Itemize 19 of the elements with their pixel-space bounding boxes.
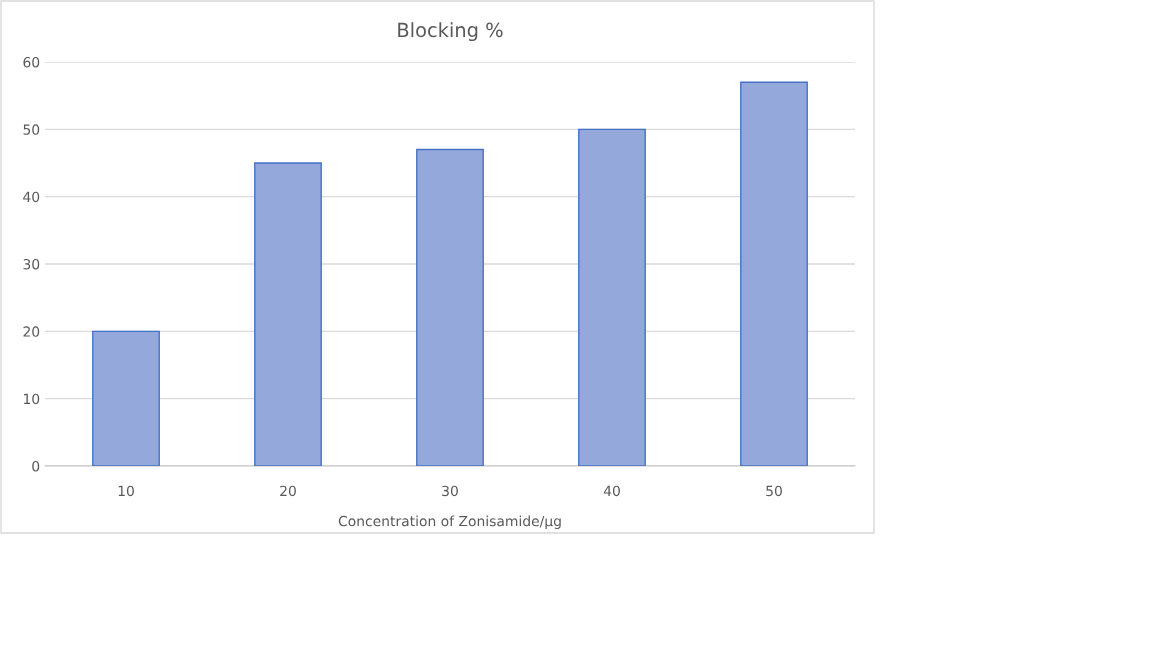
bar xyxy=(254,162,322,466)
x-tick-label: 20 xyxy=(280,485,296,497)
y-tick-label: 60 xyxy=(23,56,40,68)
x-tick-label: 30 xyxy=(442,485,458,497)
y-tick-label: 20 xyxy=(23,326,40,337)
bar xyxy=(416,148,484,466)
bar xyxy=(92,330,160,466)
x-axis-title: Concentration of Zonisamide/µg xyxy=(338,515,561,529)
y-tick-label: 40 xyxy=(23,191,40,203)
chart-title: Blocking % xyxy=(398,22,503,42)
bar xyxy=(740,81,808,466)
y-tick-label: 0 xyxy=(32,460,40,472)
y-tick-label: 10 xyxy=(23,393,40,405)
x-tick-label: 10 xyxy=(118,485,134,497)
x-tick-label: 40 xyxy=(603,485,620,497)
x-tick-label: 50 xyxy=(766,485,782,497)
y-tick-label: 50 xyxy=(23,124,40,135)
bar xyxy=(578,128,646,466)
y-tick-label: 30 xyxy=(23,258,40,270)
